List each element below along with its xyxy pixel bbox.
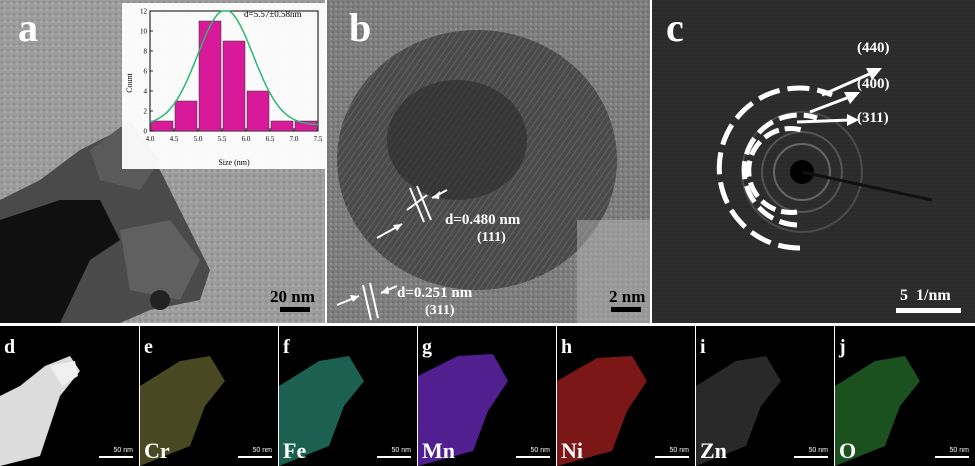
fringe-d-spacing-2: d=0.251 nm [397,285,473,301]
panel-c: c (440) (400) (311) 5 1/nm [652,0,975,323]
ring-label-440: (440) [857,40,890,56]
scalebar [935,456,969,458]
scalebar-label: 50 nm [949,447,969,454]
panel-label: e [144,336,153,358]
scalebar [99,456,133,458]
x-tick-label: 5.0 [194,135,203,143]
panel-label: c [666,5,684,50]
element-label: Zn [700,438,727,463]
y-tick-label: 4 [144,88,148,96]
scalebar [655,456,689,458]
element-label: Mn [422,438,455,463]
fringe-d-spacing-1: d=0.480 nm [445,212,521,228]
x-tick-label: 4.5 [170,135,179,143]
element-label: Cr [144,438,170,463]
scalebar [238,456,272,458]
hrtem-image-b [327,0,650,323]
eds-map-fe [279,326,417,466]
panel-b: b d=0.480 nm (111) d=0.251 nm (311) 2 nm [327,0,650,323]
histogram-bar [174,100,198,132]
scalebar-label: 5 1/nm [900,287,951,304]
gaussian-fit-curve [149,10,319,126]
scalebar-label: 50 nm [391,447,411,454]
panel-label: g [422,336,432,358]
x-tick-label: 7.0 [290,135,299,143]
panel-h: h Ni 50 nm [557,326,695,466]
panel-label: f [283,336,290,358]
eds-map-mn [418,326,556,466]
panel-label: j [839,336,846,358]
y-tick-label: 6 [144,68,148,76]
scalebar [377,456,411,458]
panel-label: d [4,336,16,358]
eds-map-zn [696,326,834,466]
panel-f: f Fe 50 nm [279,326,417,466]
histogram-ylabel: Count [125,72,134,92]
histogram-bar [150,120,174,132]
fringe-hkl-2: (311) [425,303,455,318]
scalebar-label: 50 nm [808,447,828,454]
x-tick-label: 7.5 [314,135,323,143]
panel-d: d 50 nm [0,326,139,466]
element-label: Ni [561,438,583,463]
ring-label-400: (400) [857,76,890,92]
eds-map-o [835,326,975,466]
histogram-bar [198,20,222,132]
x-tick-label: 6.0 [242,135,251,143]
panel-a: a 4.0 4.5 5.0 5.5 6.0 6.5 7.0 7.5 0 2 4 6 8 10 12 d=5.… [0,0,325,323]
scalebar [280,307,310,312]
panel-i: i Zn 50 nm [696,326,834,466]
scalebar-label: 50 nm [252,447,272,454]
x-tick-label: 4.0 [146,135,155,143]
y-tick-label: 10 [140,28,148,36]
eds-map-ni [557,326,695,466]
haadf-image-d [0,326,139,466]
histogram-bar [222,40,246,132]
scalebar [794,456,828,458]
panel-label: a [18,5,38,50]
y-tick-label: 0 [144,128,148,136]
histogram-title: d=5.57±0.58nm [244,9,302,19]
panel-j: j O 50 nm [835,326,975,466]
scalebar [611,307,641,312]
panel-g: g Mn 50 nm [418,326,556,466]
element-label: O [839,438,857,463]
saed-pattern-c [652,0,975,323]
element-label: Fe [283,438,307,463]
x-tick-label: 6.5 [266,135,275,143]
panel-label: b [349,5,372,50]
ring-label-311: (311) [857,110,889,126]
scalebar-label: 50 nm [113,447,133,454]
y-tick-label: 12 [140,8,148,16]
x-tick-label: 5.5 [218,135,227,143]
fringe-hkl-1: (111) [477,230,506,245]
histogram-bar [246,90,270,132]
histogram-bar [294,120,318,132]
panel-label: i [700,336,706,358]
eds-map-cr [140,326,278,466]
histogram-xlabel: Size (nm) [218,158,250,167]
scalebar-label: 50 nm [669,447,689,454]
y-tick-label: 2 [144,108,148,116]
histogram-bar [270,120,294,132]
scalebar-label: 2 nm [609,287,646,306]
y-tick-label: 8 [144,48,148,56]
scalebar [516,456,550,458]
scalebar [896,308,961,313]
panel-label: h [561,336,573,358]
scalebar-label: 20 nm [270,287,315,306]
scalebar-label: 50 nm [530,447,550,454]
panel-e: e Cr 50 nm [140,326,278,466]
size-histogram: 4.0 4.5 5.0 5.5 6.0 6.5 7.0 7.5 0 2 4 6 8 10 12 d=5.57… [122,3,325,169]
